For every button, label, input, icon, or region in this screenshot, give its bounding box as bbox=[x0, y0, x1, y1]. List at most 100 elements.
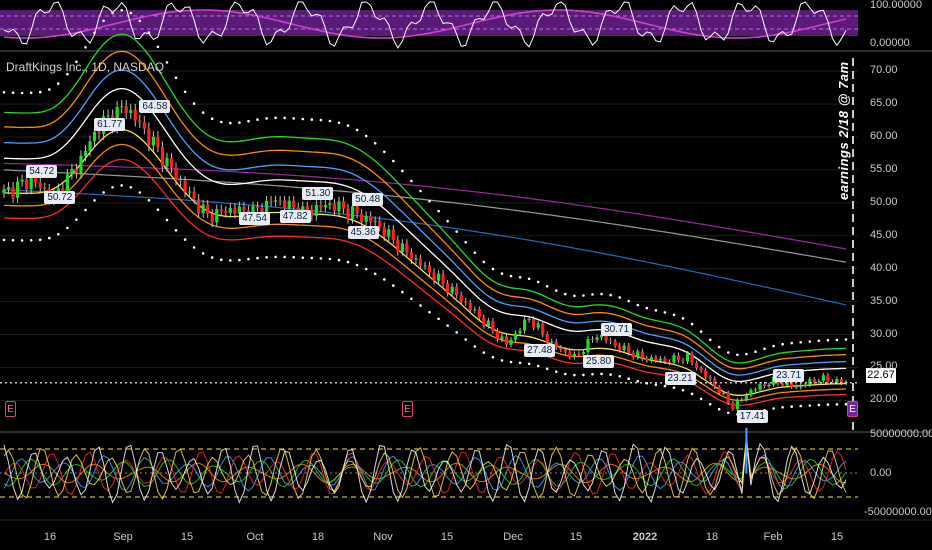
candle-body bbox=[79, 155, 83, 174]
candle-body bbox=[34, 177, 38, 183]
envelope-dot-lower bbox=[183, 238, 187, 241]
candle-body bbox=[695, 363, 699, 369]
oscillator-series bbox=[3, 437, 847, 492]
candle-body bbox=[595, 337, 599, 340]
candle-body bbox=[360, 213, 364, 222]
earnings-marker[interactable]: E bbox=[5, 401, 16, 417]
envelope-dot-upper bbox=[573, 294, 576, 298]
candle-body bbox=[735, 400, 739, 410]
candle-body bbox=[192, 191, 196, 199]
time-axis-label: Feb bbox=[764, 531, 783, 543]
envelope-dot-upper bbox=[545, 285, 549, 288]
candle-body bbox=[568, 352, 572, 358]
envelope-dot-lower bbox=[573, 373, 576, 377]
candle-body bbox=[455, 286, 459, 295]
envelope-dot-lower bbox=[355, 263, 359, 267]
candle-body bbox=[43, 187, 47, 189]
envelope-dot-lower bbox=[364, 267, 368, 271]
envelope-dot-upper bbox=[690, 322, 694, 326]
candle-body bbox=[287, 200, 291, 209]
envelope-dot-upper bbox=[84, 46, 87, 49]
envelope-dot-upper bbox=[38, 90, 42, 94]
price-callout: 17.41 bbox=[736, 410, 768, 424]
last-price-tag: 22.67 bbox=[866, 368, 896, 383]
price-callout: 64.58 bbox=[139, 99, 171, 113]
candle-body bbox=[15, 181, 20, 198]
envelope-dot-lower bbox=[120, 184, 123, 187]
candle-body bbox=[405, 243, 409, 253]
candle-body bbox=[550, 341, 554, 343]
candle-body bbox=[817, 380, 821, 383]
candle-body bbox=[758, 384, 762, 390]
price-axis-label: 70.00 bbox=[870, 64, 898, 77]
envelope-dot-upper bbox=[446, 219, 449, 223]
candle-body bbox=[654, 357, 658, 361]
envelope-dot-upper bbox=[265, 117, 268, 120]
candle-body bbox=[536, 323, 540, 328]
candle-body bbox=[319, 204, 323, 208]
envelope-dot-lower bbox=[727, 411, 730, 415]
envelope-dot-lower bbox=[446, 324, 449, 327]
earnings-marker-upcoming[interactable]: E bbox=[847, 401, 858, 417]
candle-body bbox=[676, 355, 681, 361]
price-callout: 50.72 bbox=[44, 191, 76, 205]
candle-body bbox=[120, 106, 124, 108]
candle-body bbox=[518, 330, 522, 334]
envelope-dot-upper bbox=[247, 119, 250, 123]
envelope-dot-upper bbox=[310, 118, 314, 121]
candle-body bbox=[328, 203, 332, 206]
earnings-marker[interactable]: E bbox=[402, 401, 413, 417]
ma-200 bbox=[3, 162, 847, 250]
earnings-note: earnings 2/18 @ 7am bbox=[836, 61, 851, 200]
envelope-dot-lower bbox=[591, 372, 594, 376]
candle-body bbox=[97, 131, 101, 134]
time-axis-label: 15 bbox=[831, 531, 843, 543]
envelope-dot-lower bbox=[817, 403, 821, 407]
candle-body bbox=[541, 323, 545, 335]
candle-body bbox=[38, 182, 42, 188]
envelope-dot-upper bbox=[699, 330, 703, 333]
envelope-dot-lower bbox=[482, 351, 486, 354]
candle-body bbox=[699, 368, 703, 371]
candle-body bbox=[56, 188, 60, 194]
envelope-dot-lower bbox=[192, 246, 196, 249]
oscillator-series bbox=[3, 437, 847, 500]
candle-body bbox=[133, 109, 137, 121]
candle-body bbox=[685, 353, 690, 362]
envelope-dot-upper bbox=[238, 121, 241, 124]
envelope-dot-lower bbox=[75, 218, 78, 221]
envelope-dot-upper bbox=[591, 293, 594, 296]
candle-body bbox=[740, 399, 744, 401]
time-axis-label: Sep bbox=[113, 531, 133, 543]
envelope-dot-upper bbox=[817, 339, 821, 343]
band-lower-orange bbox=[3, 143, 847, 402]
candle-body bbox=[491, 320, 495, 331]
envelope-dot-lower bbox=[201, 252, 205, 255]
candle-body bbox=[477, 309, 481, 318]
envelope-dot-upper bbox=[799, 341, 802, 344]
candle-body bbox=[667, 361, 672, 363]
candle-body bbox=[821, 375, 825, 381]
envelope-dot-upper bbox=[210, 117, 214, 120]
candle-body bbox=[206, 204, 210, 214]
candle-body bbox=[369, 215, 373, 222]
price-callout: 27.48 bbox=[524, 344, 556, 358]
candle-body bbox=[640, 351, 644, 359]
candle-body bbox=[292, 200, 296, 208]
candle-body bbox=[604, 334, 608, 341]
ma-100 bbox=[3, 189, 847, 306]
envelope-dot-lower bbox=[663, 384, 667, 388]
candle-body bbox=[830, 381, 835, 383]
time-axis-label: 16 bbox=[44, 531, 56, 543]
time-axis-label: Nov bbox=[373, 531, 393, 543]
candle-body bbox=[414, 258, 418, 260]
envelope-dot-lower bbox=[328, 257, 332, 261]
envelope-dot-lower bbox=[392, 284, 395, 287]
candle-body bbox=[495, 330, 500, 340]
candle-body bbox=[224, 210, 228, 213]
candle-body bbox=[396, 239, 400, 252]
envelope-dot-lower bbox=[2, 238, 6, 242]
envelope-dot-upper bbox=[582, 294, 585, 297]
price-callout: 30.71 bbox=[601, 322, 633, 336]
candle-body bbox=[622, 345, 626, 351]
